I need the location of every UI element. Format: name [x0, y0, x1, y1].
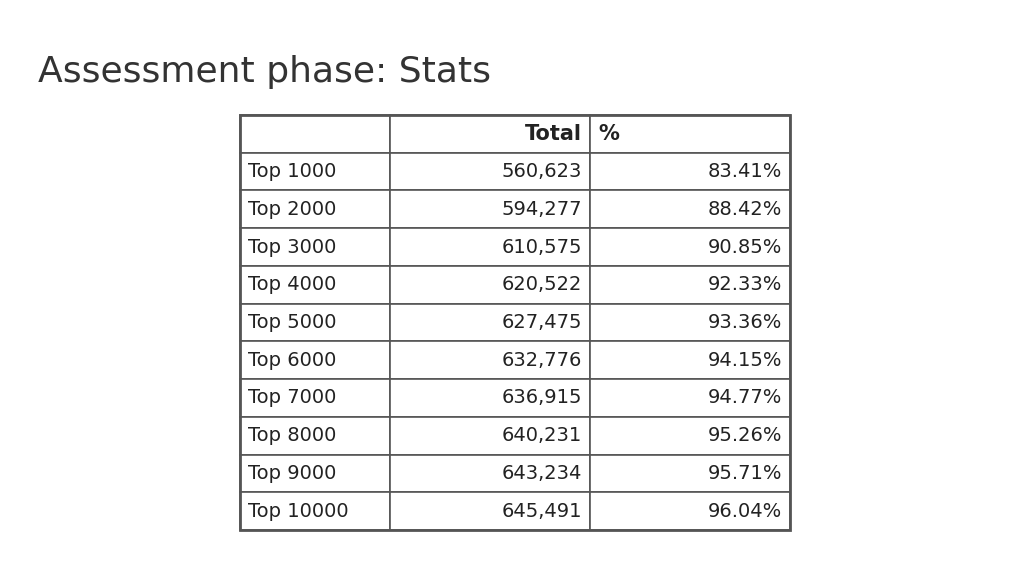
Text: 640,231: 640,231 [502, 426, 582, 445]
Text: %: % [598, 124, 620, 144]
Text: 643,234: 643,234 [502, 464, 582, 483]
Text: 594,277: 594,277 [502, 200, 582, 219]
Text: Top 10000: Top 10000 [248, 502, 349, 521]
Text: 560,623: 560,623 [502, 162, 582, 181]
Text: 96.04%: 96.04% [708, 502, 781, 521]
Text: Top 7000: Top 7000 [248, 388, 337, 407]
Text: 632,776: 632,776 [502, 351, 582, 370]
Text: Top 3000: Top 3000 [248, 237, 337, 256]
Text: 90.85%: 90.85% [708, 237, 781, 256]
Text: 93.36%: 93.36% [708, 313, 781, 332]
Text: 645,491: 645,491 [502, 502, 582, 521]
Text: 627,475: 627,475 [502, 313, 582, 332]
Text: 95.26%: 95.26% [708, 426, 781, 445]
Text: 92.33%: 92.33% [708, 275, 781, 294]
Text: Top 8000: Top 8000 [248, 426, 337, 445]
Text: 620,522: 620,522 [502, 275, 582, 294]
Text: Total: Total [525, 124, 582, 144]
Text: 95.71%: 95.71% [708, 464, 781, 483]
Text: Assessment phase: Stats: Assessment phase: Stats [38, 55, 490, 89]
Text: 88.42%: 88.42% [708, 200, 781, 219]
Text: Top 5000: Top 5000 [248, 313, 337, 332]
Text: Top 6000: Top 6000 [248, 351, 337, 370]
Text: Top 1000: Top 1000 [248, 162, 337, 181]
Text: 610,575: 610,575 [502, 237, 582, 256]
Text: 636,915: 636,915 [502, 388, 582, 407]
Text: 94.77%: 94.77% [708, 388, 781, 407]
Text: Top 2000: Top 2000 [248, 200, 337, 219]
Text: 94.15%: 94.15% [708, 351, 781, 370]
Text: Top 9000: Top 9000 [248, 464, 337, 483]
Text: Top 4000: Top 4000 [248, 275, 337, 294]
Text: 83.41%: 83.41% [708, 162, 781, 181]
